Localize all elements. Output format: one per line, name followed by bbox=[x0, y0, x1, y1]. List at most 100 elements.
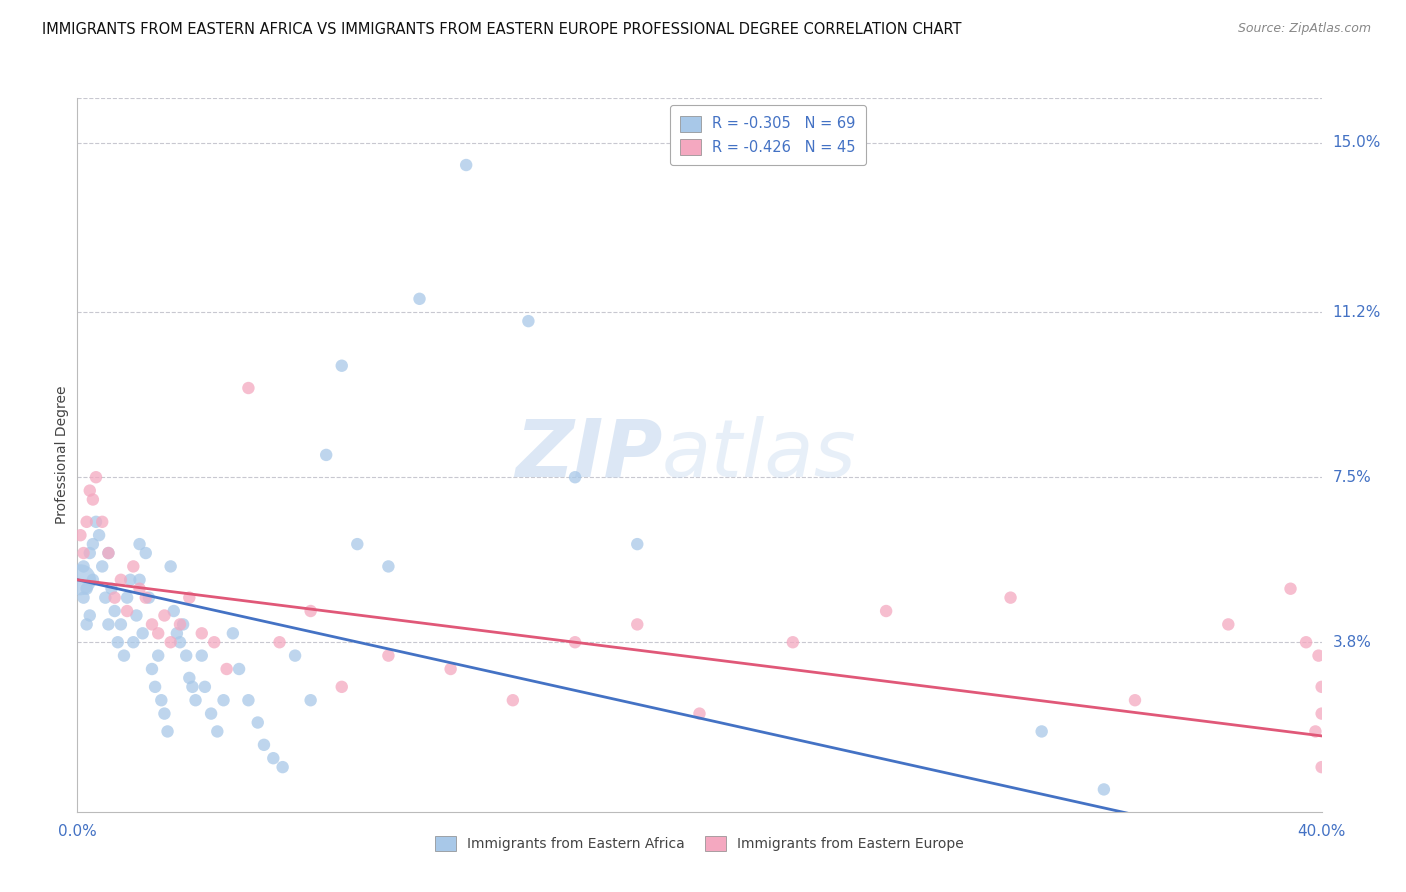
Point bbox=[246, 715, 269, 730]
Point bbox=[222, 626, 245, 640]
Point bbox=[104, 604, 127, 618]
Point bbox=[79, 608, 101, 623]
Text: ZIP: ZIP bbox=[515, 416, 662, 494]
Point bbox=[228, 662, 250, 676]
Point bbox=[100, 582, 122, 596]
Point bbox=[1279, 582, 1302, 596]
Point bbox=[315, 448, 337, 462]
Point bbox=[104, 591, 127, 605]
Point bbox=[377, 648, 399, 663]
Point bbox=[1123, 693, 1146, 707]
Point bbox=[143, 680, 166, 694]
Point bbox=[1310, 760, 1333, 774]
Point bbox=[79, 546, 101, 560]
Point bbox=[408, 292, 430, 306]
Point bbox=[626, 537, 648, 551]
Point bbox=[76, 515, 98, 529]
Point bbox=[202, 635, 225, 649]
Point bbox=[330, 359, 353, 373]
Point bbox=[159, 635, 181, 649]
Point bbox=[107, 635, 129, 649]
Point bbox=[110, 573, 132, 587]
Point bbox=[79, 483, 101, 498]
Point bbox=[97, 617, 120, 632]
Point bbox=[84, 515, 107, 529]
Point bbox=[141, 662, 163, 676]
Point bbox=[284, 648, 307, 663]
Point bbox=[128, 582, 150, 596]
Point bbox=[159, 559, 181, 574]
Point bbox=[131, 626, 153, 640]
Point bbox=[200, 706, 222, 721]
Point bbox=[115, 604, 138, 618]
Point bbox=[207, 724, 229, 739]
Point bbox=[91, 515, 114, 529]
Point bbox=[128, 537, 150, 551]
Point bbox=[141, 617, 163, 632]
Point bbox=[1310, 680, 1333, 694]
Point bbox=[163, 604, 186, 618]
Point bbox=[72, 559, 94, 574]
Point bbox=[87, 528, 110, 542]
Point bbox=[72, 546, 94, 560]
Point bbox=[94, 591, 117, 605]
Point bbox=[269, 635, 291, 649]
Point bbox=[1310, 706, 1333, 721]
Text: IMMIGRANTS FROM EASTERN AFRICA VS IMMIGRANTS FROM EASTERN EUROPE PROFESSIONAL DE: IMMIGRANTS FROM EASTERN AFRICA VS IMMIGR… bbox=[42, 22, 962, 37]
Point bbox=[120, 573, 142, 587]
Point bbox=[1295, 635, 1317, 649]
Point bbox=[184, 693, 207, 707]
Point bbox=[502, 693, 524, 707]
Point bbox=[271, 760, 294, 774]
Point bbox=[97, 546, 120, 560]
Point bbox=[169, 635, 191, 649]
Point bbox=[238, 381, 260, 395]
Point bbox=[215, 662, 238, 676]
Text: 7.5%: 7.5% bbox=[1333, 470, 1371, 484]
Point bbox=[69, 528, 91, 542]
Point bbox=[1031, 724, 1053, 739]
Point bbox=[191, 648, 214, 663]
Legend: Immigrants from Eastern Africa, Immigrants from Eastern Europe: Immigrants from Eastern Africa, Immigran… bbox=[427, 830, 972, 858]
Point bbox=[191, 626, 214, 640]
Point bbox=[456, 158, 478, 172]
Point bbox=[377, 559, 399, 574]
Point bbox=[76, 617, 98, 632]
Point bbox=[181, 680, 204, 694]
Point bbox=[82, 492, 104, 507]
Point bbox=[172, 617, 194, 632]
Point bbox=[122, 559, 145, 574]
Point bbox=[82, 573, 104, 587]
Point bbox=[212, 693, 235, 707]
Point bbox=[76, 582, 98, 596]
Point bbox=[1218, 617, 1240, 632]
Point bbox=[135, 546, 157, 560]
Point bbox=[82, 537, 104, 551]
Point bbox=[150, 693, 173, 707]
Point bbox=[110, 617, 132, 632]
Point bbox=[238, 693, 260, 707]
Point bbox=[689, 706, 711, 721]
Point bbox=[84, 470, 107, 484]
Point bbox=[564, 470, 586, 484]
Point bbox=[564, 635, 586, 649]
Point bbox=[169, 617, 191, 632]
Point bbox=[1092, 782, 1115, 797]
Point bbox=[1305, 724, 1327, 739]
Point bbox=[346, 537, 368, 551]
Text: 11.2%: 11.2% bbox=[1333, 305, 1381, 319]
Point bbox=[138, 591, 160, 605]
Point bbox=[440, 662, 463, 676]
Point bbox=[135, 591, 157, 605]
Text: atlas: atlas bbox=[662, 416, 856, 494]
Point bbox=[148, 626, 170, 640]
Point bbox=[112, 648, 135, 663]
Point bbox=[69, 573, 91, 587]
Text: 3.8%: 3.8% bbox=[1333, 635, 1372, 649]
Point bbox=[156, 724, 179, 739]
Point bbox=[72, 591, 94, 605]
Point bbox=[148, 648, 170, 663]
Text: Source: ZipAtlas.com: Source: ZipAtlas.com bbox=[1237, 22, 1371, 36]
Point bbox=[153, 608, 176, 623]
Point bbox=[153, 706, 176, 721]
